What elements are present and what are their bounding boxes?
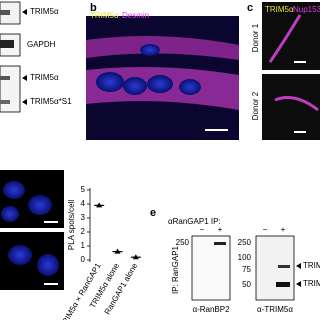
band-label: TRIM5α* (303, 261, 320, 270)
lane-label: + (281, 225, 286, 234)
panel-d-images (0, 170, 64, 290)
stain-label: TRIM5α (90, 11, 119, 20)
panel-b: b TRIM5α Desmin (86, 2, 239, 140)
ip-label: αRanGAP1 IP: (168, 217, 221, 226)
mw-marker: 50 (242, 280, 251, 289)
data-point (132, 254, 139, 260)
panel-c: c TRIM5α Nup153 Donor 1 Donor 2 (247, 2, 320, 140)
panel-a: TRIM5α GAPDH TRIM5α TRIM5α*S1 (0, 1, 72, 113)
y-tick-label: 5 (81, 185, 86, 194)
y-tick-label: 4 (81, 199, 86, 208)
blot-label: GAPDH (27, 40, 56, 49)
blot-label: TRIM5α (30, 73, 59, 82)
donor-label: Donor 2 (251, 91, 260, 120)
band-label: TRIM5α (303, 279, 320, 288)
panel-label: c (247, 2, 253, 14)
y-tick-label: 2 (81, 227, 86, 236)
y-tick-label: 1 (81, 241, 86, 250)
antibody-label: α-TRIM5α (257, 305, 293, 314)
y-axis-label: PLA spots/cell (67, 200, 76, 250)
panel-e: e αRanGAP1 IP: − + − + IP: RanGAP1 250 α… (150, 207, 320, 314)
stain-label: TRIM5α (265, 5, 294, 14)
stain-label: Nup153 (293, 5, 320, 14)
data-point (114, 248, 121, 254)
y-tick-label: 3 (81, 213, 86, 222)
panel-label: e (150, 207, 156, 219)
lane-label: − (263, 225, 268, 234)
y-tick-label: 0 (81, 255, 86, 264)
lane-label: + (218, 225, 223, 234)
donor-label: Donor 1 (251, 23, 260, 52)
data-point (96, 202, 103, 208)
antibody-label: α-RanBP2 (192, 305, 230, 314)
ip-side-label: IP: RanGAP1 (171, 245, 180, 294)
mw-marker: 250 (176, 238, 190, 247)
blot-label: TRIM5α (30, 7, 59, 16)
mw-marker: 75 (242, 265, 251, 274)
mw-marker: 250 (238, 238, 252, 247)
panel-label: b (90, 2, 97, 14)
blot-label: TRIM5α*S1 (30, 97, 72, 106)
lane-label: − (200, 225, 205, 234)
mw-marker: 100 (238, 253, 252, 262)
stain-label: Desmin (122, 11, 149, 20)
